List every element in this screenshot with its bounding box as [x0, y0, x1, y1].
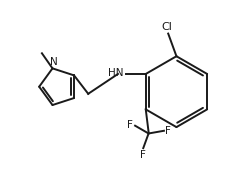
- Text: F: F: [127, 120, 133, 129]
- Text: N: N: [50, 57, 58, 67]
- Text: Cl: Cl: [161, 22, 172, 32]
- Text: F: F: [140, 150, 146, 160]
- Text: F: F: [165, 126, 171, 136]
- Text: HN: HN: [108, 68, 123, 78]
